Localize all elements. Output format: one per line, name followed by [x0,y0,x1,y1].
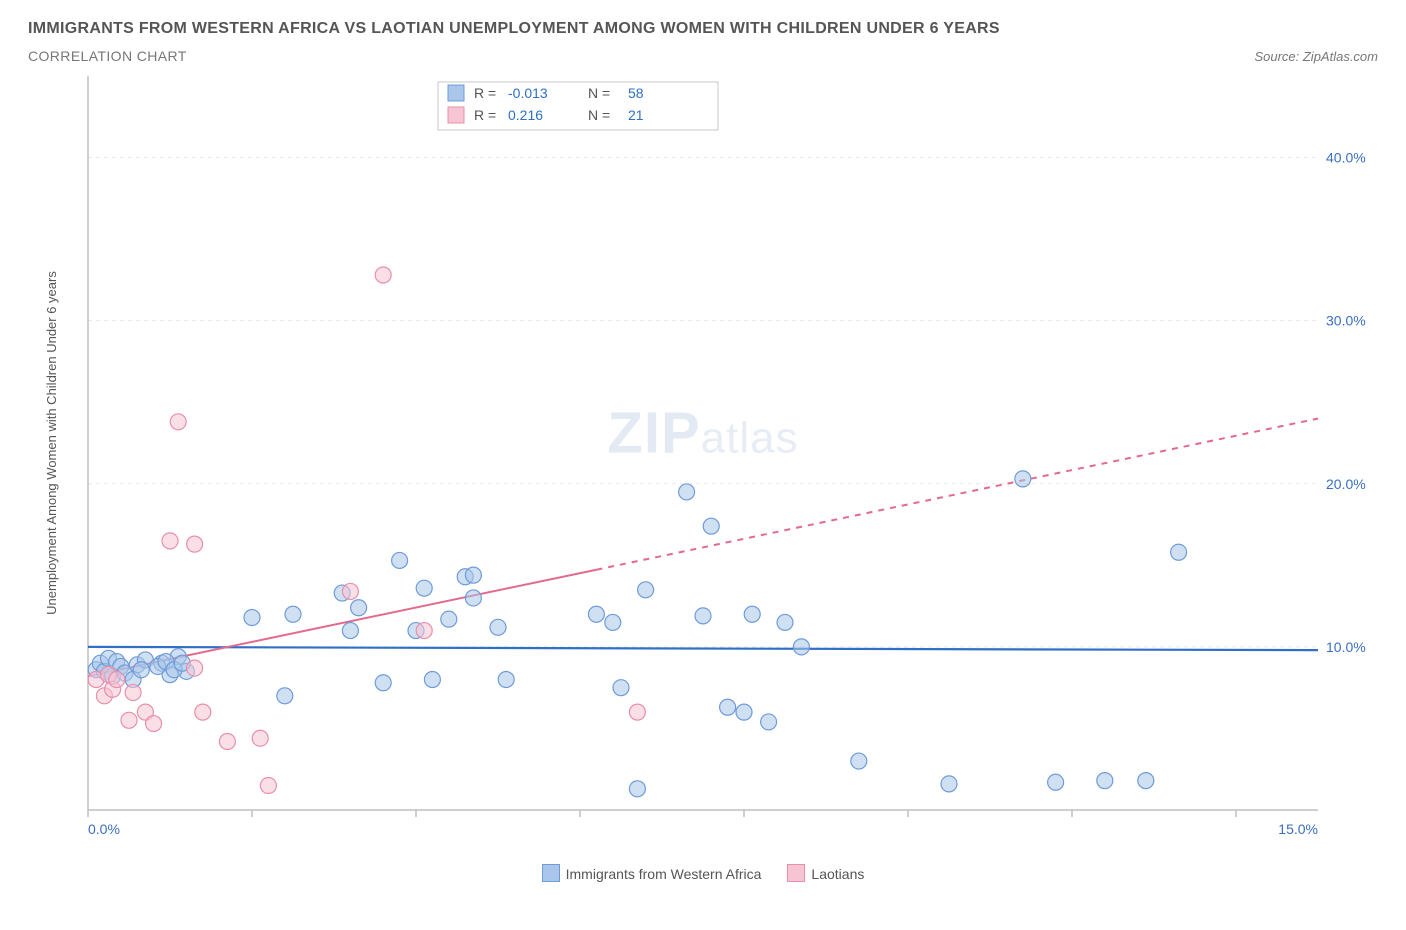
legend-item: Laotians [787,864,864,882]
svg-text:-0.013: -0.013 [508,85,548,101]
bottom-legend: Immigrants from Western Africa Laotians [28,864,1378,882]
svg-text:N =: N = [588,107,610,123]
source-name: ZipAtlas.com [1303,49,1378,64]
svg-text:40.0%: 40.0% [1326,150,1366,166]
legend-label: Immigrants from Western Africa [566,866,762,882]
svg-text:15.0%: 15.0% [1278,821,1318,837]
svg-text:Unemployment Among Women with: Unemployment Among Women with Children U… [44,271,59,615]
chart-title: IMMIGRANTS FROM WESTERN AFRICA VS LAOTIA… [28,20,1378,38]
svg-text:R =: R = [474,107,496,123]
svg-text:0.216: 0.216 [508,107,543,123]
svg-text:N =: N = [588,85,610,101]
svg-text:10.0%: 10.0% [1326,639,1366,655]
chart-subtitle: CORRELATION CHART [28,48,187,64]
svg-text:20.0%: 20.0% [1326,476,1366,492]
svg-text:21: 21 [628,107,644,123]
source-credit: Source: ZipAtlas.com [1254,49,1378,64]
scatter-chart: 0.0% 15.0% 10.0% 20.0% 30.0% 40.0% Unemploymen… [28,70,1378,860]
legend-swatch [542,864,560,882]
legend-item: Immigrants from Western Africa [542,864,762,882]
svg-text:30.0%: 30.0% [1326,313,1366,329]
svg-text:58: 58 [628,85,644,101]
chart-area: 0.0% 15.0% 10.0% 20.0% 30.0% 40.0% Unemploymen… [28,70,1378,860]
legend-swatch [787,864,805,882]
svg-text:R =: R = [474,85,496,101]
legend-label: Laotians [811,866,864,882]
source-label: Source: [1254,49,1302,64]
svg-text:0.0%: 0.0% [88,821,120,837]
